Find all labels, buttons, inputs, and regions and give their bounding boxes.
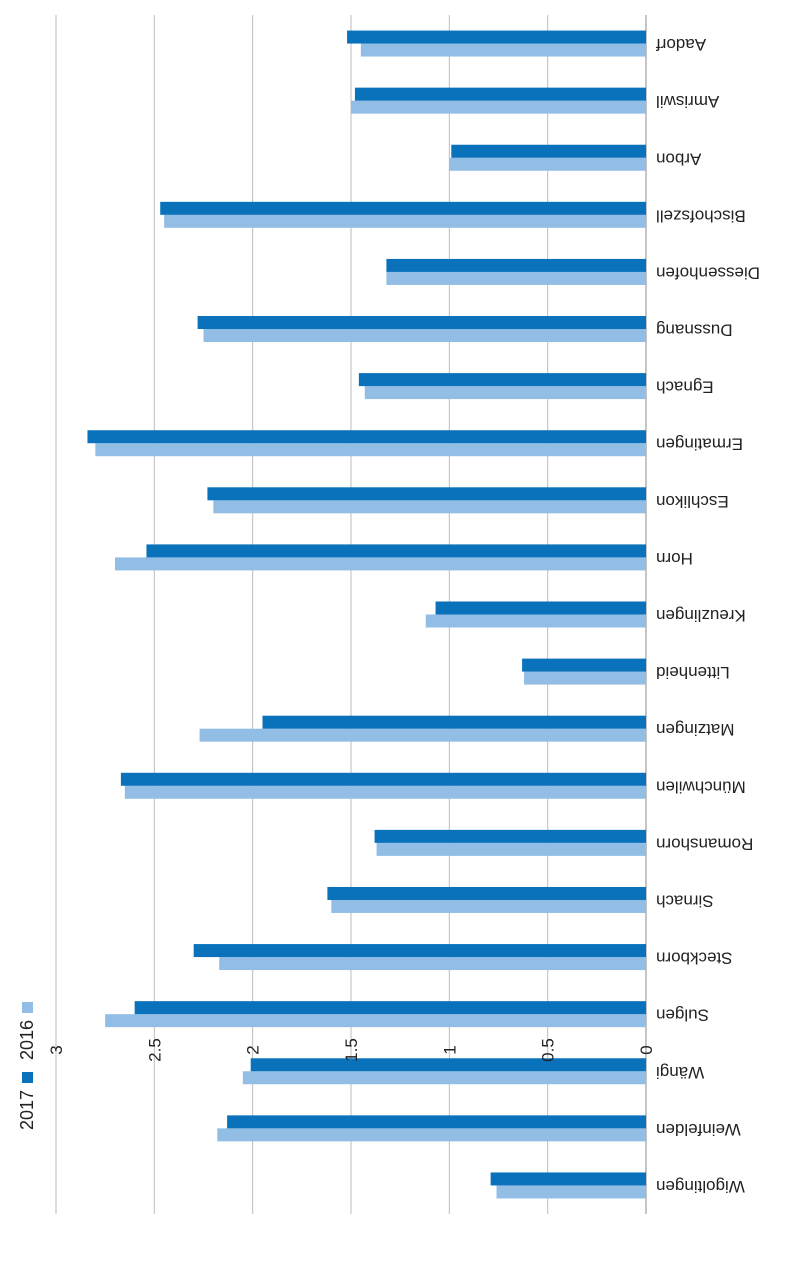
bar-2016 [376,842,646,856]
bar-2017 [193,944,646,958]
category-label: Littenheid [656,663,730,682]
category-label: Dussnang [656,321,733,340]
bar-2016 [217,1128,646,1142]
bar-2016 [425,614,646,628]
category-label: Eschlikon [656,492,729,511]
bar-2017 [160,201,646,215]
category-label: Weinfelden [656,1120,741,1139]
bar-2017 [134,1001,646,1015]
legend: 2016 2017 [17,1002,37,1130]
category-label: Matzingen [656,720,734,739]
bar-2017 [451,144,646,158]
bar-2017 [227,1115,646,1129]
bar-2017 [522,658,646,672]
bar-2016 [199,728,646,742]
bar-2017 [327,886,646,900]
x-tick-label: 2 [244,1045,263,1054]
category-label: Aadorf [656,35,706,54]
x-tick-label: 0.5 [539,1038,558,1062]
tick-label-layer: 0 0.5 1 1.5 2 2.5 3 [47,1038,656,1062]
category-label: Horn [656,549,693,568]
bar-2017 [490,1172,646,1186]
bar-2016 [449,157,646,171]
bar-2016 [105,1014,646,1028]
category-label: Münchwilen [656,777,746,796]
category-label: Ermatingen [656,435,743,454]
bar-2017 [347,30,646,44]
rotated-chart: 0 0.5 1 1.5 2 2.5 3 Aadorf Amriswil Arbon Bischof… [17,15,760,1214]
bar-2017 [435,601,646,615]
x-tick-label: 1.5 [342,1038,361,1062]
bar-2017 [262,715,646,729]
x-tick-label: 1 [440,1045,459,1054]
bar-2016 [213,500,646,514]
bar-2016 [95,443,646,457]
x-tick-label: 2.5 [145,1038,164,1062]
category-label: Amriswil [656,92,719,111]
category-label-layer: Aadorf Amriswil Arbon Bischofszell Diessenho… [656,35,760,1196]
bar-2016 [364,386,646,400]
bar-2017 [207,487,646,501]
bar-2017 [386,258,646,272]
category-label: Wigoltingen [656,1177,745,1196]
bar-2016 [219,957,646,971]
legend-label-2016: 2016 [17,1020,37,1060]
bar-2017 [197,316,646,330]
bar-2017 [120,772,646,786]
bar-2017 [87,430,646,444]
bar-2017 [146,544,646,558]
bar-2017 [374,829,646,843]
bar-2016 [115,557,646,571]
bar-2016 [496,1185,646,1199]
bar-2016 [203,329,646,343]
bar-layer [87,30,646,1199]
x-tick-label: 3 [47,1045,66,1054]
category-label: Romanshorn [656,834,753,853]
bar-2016 [360,43,646,57]
bar-2017 [250,1058,646,1072]
bar-2016 [164,214,646,228]
bar-2016 [124,785,646,799]
category-label: Steckborn [656,949,733,968]
legend-label-2017: 2017 [17,1090,37,1130]
category-label: Bischofszell [656,206,746,225]
category-label: Sirnach [656,891,714,910]
bar-2017 [354,87,646,101]
category-label: Sulgen [656,1006,709,1025]
legend-swatch-2017 [22,1072,33,1083]
bar-2016 [524,671,646,685]
bar-2017 [358,373,646,387]
category-label: Diessenhofen [656,263,760,282]
bar-2016 [386,271,646,285]
category-label: Arbon [656,149,701,168]
bar-2016 [331,899,646,913]
category-label: Kreuzlingen [656,606,746,625]
category-label: Egnach [656,378,714,397]
category-label: Wängi [656,1063,704,1082]
x-tick-label: 0 [637,1045,656,1054]
legend-swatch-2016 [22,1002,33,1013]
bar-2016 [351,100,646,114]
bar-2016 [242,1071,646,1085]
